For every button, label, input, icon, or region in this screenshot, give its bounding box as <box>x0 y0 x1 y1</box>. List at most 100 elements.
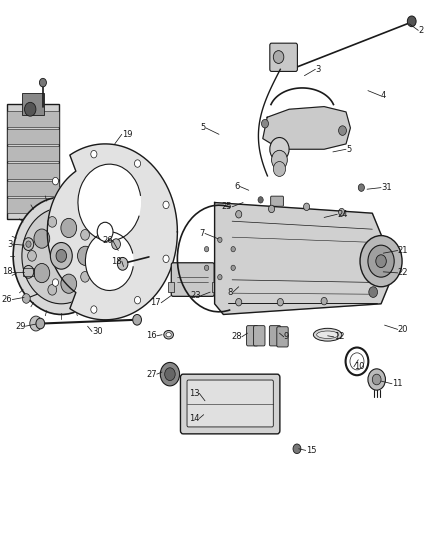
Circle shape <box>97 222 113 241</box>
FancyBboxPatch shape <box>7 181 59 196</box>
Text: 26: 26 <box>102 237 113 245</box>
FancyBboxPatch shape <box>7 163 59 179</box>
Circle shape <box>163 255 169 263</box>
Circle shape <box>23 265 34 278</box>
Text: 15: 15 <box>306 446 316 455</box>
Circle shape <box>369 287 378 297</box>
Text: 6: 6 <box>235 182 240 191</box>
Ellipse shape <box>317 331 339 338</box>
Circle shape <box>36 318 45 329</box>
FancyBboxPatch shape <box>180 374 280 434</box>
Text: 12: 12 <box>334 333 344 341</box>
Circle shape <box>277 298 283 306</box>
Circle shape <box>48 285 57 295</box>
Circle shape <box>81 271 89 282</box>
Text: 31: 31 <box>381 183 392 192</box>
FancyBboxPatch shape <box>7 198 59 213</box>
FancyBboxPatch shape <box>7 146 59 161</box>
Circle shape <box>368 369 385 390</box>
Circle shape <box>407 16 416 27</box>
Text: 14: 14 <box>189 414 199 423</box>
Circle shape <box>13 197 110 314</box>
Text: 27: 27 <box>146 370 157 378</box>
Text: 26: 26 <box>2 295 12 304</box>
Text: 5: 5 <box>201 124 206 132</box>
Text: 30: 30 <box>92 327 102 336</box>
Circle shape <box>117 257 128 270</box>
Text: 7: 7 <box>200 229 205 238</box>
Circle shape <box>28 251 36 261</box>
Circle shape <box>30 316 42 331</box>
Circle shape <box>85 232 134 290</box>
Text: 16: 16 <box>146 332 157 340</box>
Circle shape <box>236 298 242 306</box>
Text: 24: 24 <box>337 210 348 219</box>
Circle shape <box>231 265 235 271</box>
Text: 23: 23 <box>190 292 201 300</box>
Circle shape <box>39 78 46 87</box>
Circle shape <box>372 374 381 385</box>
Text: 2: 2 <box>418 26 424 35</box>
Text: 21: 21 <box>398 246 408 255</box>
Ellipse shape <box>166 333 171 337</box>
Circle shape <box>134 296 141 304</box>
Circle shape <box>91 150 97 158</box>
FancyBboxPatch shape <box>270 43 297 71</box>
FancyBboxPatch shape <box>247 326 258 346</box>
FancyBboxPatch shape <box>171 263 214 296</box>
Polygon shape <box>263 107 350 149</box>
Circle shape <box>376 255 386 268</box>
Circle shape <box>339 126 346 135</box>
Circle shape <box>273 161 286 176</box>
FancyBboxPatch shape <box>212 282 218 292</box>
Circle shape <box>218 274 222 280</box>
Circle shape <box>273 51 284 63</box>
Circle shape <box>22 208 101 304</box>
Circle shape <box>368 245 394 277</box>
Circle shape <box>350 353 364 370</box>
Polygon shape <box>215 203 392 314</box>
Circle shape <box>236 211 242 218</box>
FancyBboxPatch shape <box>269 326 281 346</box>
Circle shape <box>258 197 263 203</box>
Circle shape <box>165 368 175 381</box>
Text: 18: 18 <box>111 257 122 265</box>
Circle shape <box>25 102 36 116</box>
Circle shape <box>34 263 50 282</box>
Circle shape <box>163 201 169 208</box>
Circle shape <box>133 314 141 325</box>
Circle shape <box>268 205 275 213</box>
Circle shape <box>293 444 301 454</box>
Text: 11: 11 <box>392 379 403 388</box>
FancyBboxPatch shape <box>7 129 59 144</box>
FancyBboxPatch shape <box>254 326 265 346</box>
Circle shape <box>78 246 93 265</box>
Circle shape <box>53 177 59 185</box>
Text: 25: 25 <box>222 203 232 211</box>
Text: 29: 29 <box>15 322 25 330</box>
Circle shape <box>231 246 235 252</box>
Text: 3: 3 <box>7 240 12 248</box>
FancyBboxPatch shape <box>277 327 288 347</box>
Circle shape <box>112 239 120 249</box>
Circle shape <box>218 237 222 243</box>
Circle shape <box>23 238 34 251</box>
Circle shape <box>61 274 77 293</box>
Circle shape <box>81 230 89 240</box>
Text: 19: 19 <box>122 130 132 139</box>
Circle shape <box>160 362 180 386</box>
Circle shape <box>134 160 141 167</box>
Circle shape <box>56 249 67 262</box>
Circle shape <box>22 294 30 303</box>
Circle shape <box>48 216 57 227</box>
Text: 20: 20 <box>398 325 408 334</box>
Circle shape <box>360 236 402 287</box>
Text: 4: 4 <box>381 92 386 100</box>
Text: 9: 9 <box>284 333 289 341</box>
Circle shape <box>272 150 287 169</box>
FancyBboxPatch shape <box>22 93 44 115</box>
FancyBboxPatch shape <box>168 282 174 292</box>
Circle shape <box>270 138 289 161</box>
Circle shape <box>304 203 310 211</box>
Circle shape <box>34 229 50 248</box>
